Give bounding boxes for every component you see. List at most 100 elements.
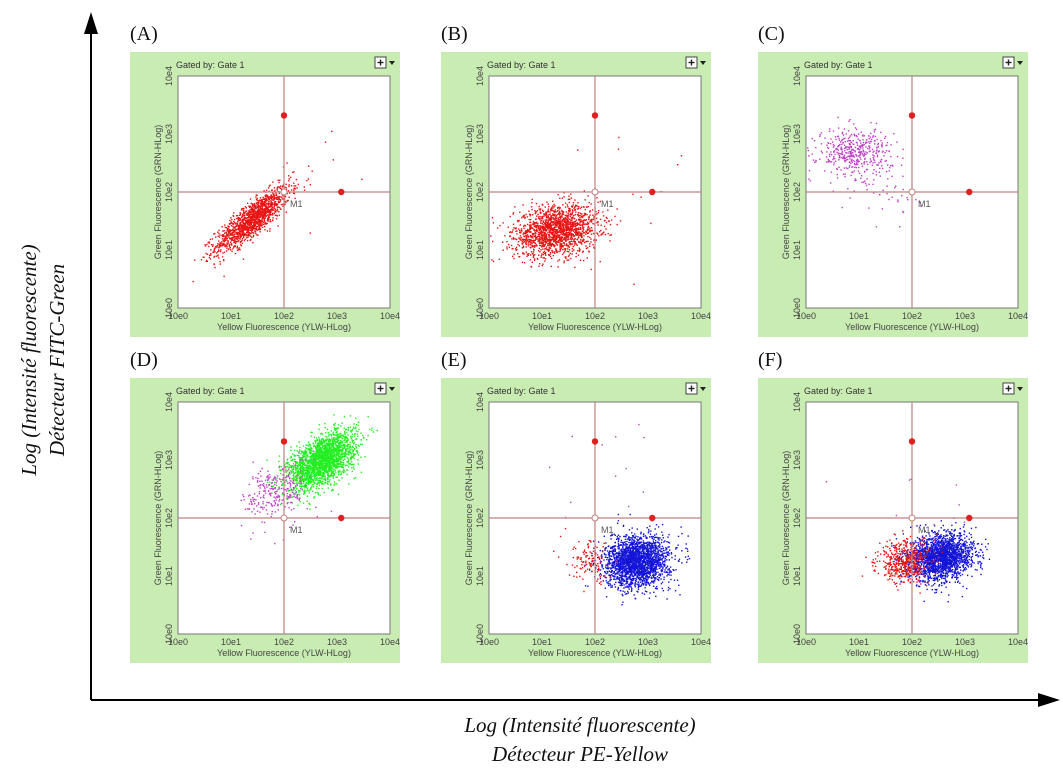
data-point-red xyxy=(261,199,263,202)
data-point-red xyxy=(591,221,593,223)
gate-right-handle[interactable] xyxy=(338,188,345,196)
data-point-purple xyxy=(856,155,858,157)
data-point-green xyxy=(320,481,322,483)
gate-top-handle[interactable] xyxy=(908,112,916,119)
data-point-red xyxy=(545,229,547,231)
data-point-red xyxy=(288,180,290,182)
data-point-purple xyxy=(819,135,821,137)
data-point-green xyxy=(308,456,310,458)
data-point-red xyxy=(259,213,261,215)
data-point-red xyxy=(607,209,609,211)
data-point-purple xyxy=(866,138,868,141)
data-point-red xyxy=(230,221,232,223)
data-point-red xyxy=(549,239,551,241)
x-tick-label: 10e2 xyxy=(585,311,605,321)
data-point-red xyxy=(274,202,276,205)
gate-marker-label: M1 xyxy=(601,199,614,209)
data-point-red xyxy=(525,238,527,241)
data-point-red xyxy=(540,256,542,258)
data-point-green xyxy=(353,423,355,425)
gate-center-handle[interactable] xyxy=(908,188,916,196)
gate-center-handle[interactable] xyxy=(591,188,599,196)
data-point-green xyxy=(337,473,340,476)
data-point-red xyxy=(558,223,561,225)
data-point-red xyxy=(549,222,551,224)
data-point-red xyxy=(571,235,573,237)
data-point-red xyxy=(556,243,558,245)
data-point-red xyxy=(239,223,241,225)
data-point-red xyxy=(552,221,554,224)
data-point-red xyxy=(541,253,543,255)
chevron-down-icon[interactable] xyxy=(389,387,395,391)
data-point-red xyxy=(543,244,545,246)
data-point-red xyxy=(575,223,577,225)
data-point-green xyxy=(312,462,315,464)
data-point-red xyxy=(538,237,540,240)
data-point-red xyxy=(564,235,567,237)
data-point-purple xyxy=(873,169,875,171)
data-point-purple xyxy=(865,142,867,145)
data-point-red xyxy=(219,243,221,246)
data-point-green xyxy=(339,448,341,451)
data-point-red xyxy=(242,218,244,221)
data-point-green xyxy=(318,424,321,426)
data-point-red xyxy=(533,223,535,225)
data-point-green xyxy=(289,489,291,492)
data-point-green xyxy=(305,473,307,475)
data-point-green xyxy=(305,486,308,488)
data-point-red xyxy=(579,231,581,233)
data-point-red xyxy=(539,218,541,220)
data-point-red xyxy=(237,224,240,227)
data-point-red xyxy=(541,239,544,242)
data-point-purple xyxy=(868,183,870,186)
data-point-red xyxy=(274,195,276,197)
chevron-down-icon[interactable] xyxy=(700,61,706,65)
data-point-red xyxy=(571,234,573,236)
data-point-purple xyxy=(901,194,903,197)
data-point-purple xyxy=(845,159,848,161)
zoom-toggle-icon[interactable] xyxy=(685,56,706,69)
data-point-red xyxy=(533,254,535,257)
data-point-red xyxy=(549,213,551,215)
data-point-green xyxy=(357,451,359,454)
data-point-purple xyxy=(842,157,844,160)
data-point-red xyxy=(541,226,544,228)
data-point-green xyxy=(355,426,357,428)
zoom-toggle-icon[interactable] xyxy=(374,382,395,395)
data-point-red xyxy=(267,206,269,208)
data-point-red xyxy=(552,236,554,238)
data-point-red xyxy=(491,259,493,261)
gate-center-handle[interactable] xyxy=(280,188,288,196)
gate-top-handle[interactable] xyxy=(280,112,288,119)
data-point-green xyxy=(319,494,321,496)
data-point-green xyxy=(346,457,348,459)
zoom-toggle-icon[interactable] xyxy=(374,56,395,69)
data-point-red xyxy=(249,220,251,222)
data-point-red xyxy=(534,210,536,212)
data-point-red xyxy=(549,243,551,245)
data-point-green xyxy=(335,472,337,474)
data-point-red xyxy=(509,235,511,238)
data-point-red xyxy=(245,207,247,209)
data-point-red xyxy=(536,225,538,227)
data-point-green xyxy=(332,475,334,478)
gate-right-handle[interactable] xyxy=(649,188,656,196)
data-point-red xyxy=(210,244,213,246)
zoom-toggle-icon[interactable] xyxy=(1002,56,1023,69)
data-point-red xyxy=(238,229,240,231)
chevron-down-icon[interactable] xyxy=(1017,61,1023,65)
data-point-red xyxy=(555,211,557,213)
data-point-green xyxy=(279,503,282,506)
data-point-red xyxy=(545,226,547,228)
gate-right-handle[interactable] xyxy=(966,188,973,196)
gate-top-handle[interactable] xyxy=(591,112,599,119)
data-point-red xyxy=(512,255,514,258)
data-point-green xyxy=(331,467,333,469)
data-point-purple xyxy=(861,165,864,167)
data-point-red xyxy=(534,258,536,260)
data-point-red xyxy=(571,209,574,211)
chevron-down-icon[interactable] xyxy=(389,61,395,65)
data-point-green xyxy=(334,422,336,425)
